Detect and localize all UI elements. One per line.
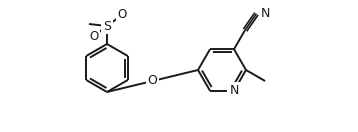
- Text: O: O: [90, 29, 98, 43]
- Text: O: O: [117, 8, 127, 22]
- Text: O: O: [147, 74, 158, 88]
- Text: N: N: [261, 7, 270, 20]
- Text: S: S: [103, 20, 111, 32]
- Text: N: N: [229, 84, 239, 97]
